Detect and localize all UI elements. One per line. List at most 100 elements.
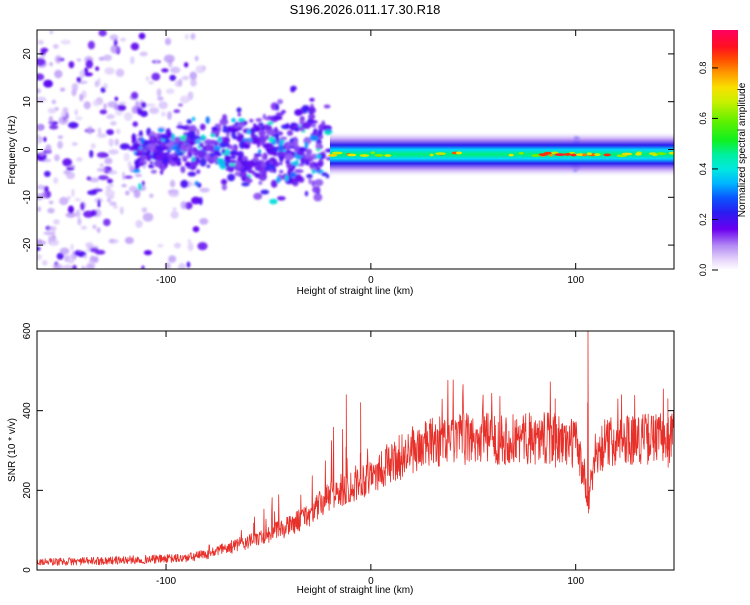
snr-x-tick-label: 100 (567, 576, 584, 587)
heatmap-cell (71, 83, 79, 92)
heatmap-cell (197, 182, 202, 188)
heatmap-cell (200, 135, 206, 140)
heatmap-cell (171, 155, 179, 163)
heatmap-cell (109, 34, 119, 41)
heatmap-cell (56, 252, 64, 260)
heatmap-cells (37, 30, 581, 269)
heatmap-cell (37, 57, 46, 66)
heatmap-cell (196, 169, 201, 175)
heatmap-cell (54, 69, 63, 79)
heatmap-cell (190, 33, 196, 40)
heatmap-cell (222, 114, 228, 121)
heatmap-cell (221, 148, 226, 154)
carrier-hotspot (331, 151, 343, 155)
heatmap-cell (236, 131, 241, 136)
heatmap-cell (86, 176, 92, 181)
heatmap-cell (133, 189, 141, 199)
heatmap-cell (156, 88, 162, 97)
heatmap-cell (279, 162, 283, 166)
carrier-band-hotspots (328, 151, 674, 158)
heatmap-cell (249, 118, 254, 123)
snr-y-tick-label: 0 (22, 567, 33, 573)
heatmap-cell (135, 219, 143, 228)
heatmap-cell (37, 246, 41, 251)
heatmap-cell (207, 156, 216, 162)
heatmap-cell (122, 171, 126, 181)
heatmap-cell (123, 152, 130, 162)
heatmap-cell (189, 162, 199, 167)
snr-x-tick-label: -100 (156, 576, 176, 587)
heatmap-cell (145, 146, 149, 152)
heatmap-cell (268, 136, 275, 143)
carrier-hotspot (508, 153, 514, 157)
heatmap-cell (97, 127, 102, 135)
heatmap-cell (279, 139, 284, 146)
heatmap-cell (77, 217, 82, 226)
heatmap-cell (160, 163, 166, 172)
heatmap-cell (308, 106, 315, 115)
heatmap-cell (95, 66, 100, 71)
heatmap-cell (43, 79, 53, 88)
heatmap-cell (97, 198, 101, 208)
heatmap-cell (267, 121, 274, 125)
heatmap-cell (206, 164, 211, 168)
heatmap-cell (279, 169, 284, 174)
heatmap-cell (106, 198, 112, 203)
heatmap-cell (151, 72, 161, 81)
heatmap-cell (54, 154, 60, 162)
heatmap-cell (293, 136, 298, 140)
heatmap-cell (134, 173, 143, 177)
heatmap-cell (71, 264, 77, 269)
heatmap-cell (195, 65, 206, 74)
heatmap-cell (210, 145, 215, 153)
heatmap-cell (229, 150, 239, 157)
heatmap-cell (99, 109, 108, 115)
heatmap-cell (251, 137, 260, 145)
colorbar-tick-label: 0.2 (698, 213, 708, 226)
heatmap-cell (290, 85, 297, 91)
heatmap-cell (191, 116, 196, 121)
heatmap-cell (83, 254, 88, 259)
heatmap-cell (179, 95, 190, 104)
heatmap-cell (270, 179, 278, 188)
carrier-hotspot (668, 151, 674, 155)
heatmap-cell (169, 179, 176, 188)
heatmap-cell (138, 161, 145, 167)
heatmap-cell (170, 210, 179, 219)
snr-x-axis-label: Height of straight line (km) (297, 585, 414, 596)
colorbar-tick-label: 0.0 (698, 264, 708, 277)
heatmap-cell (309, 135, 319, 141)
heatmap-cell (79, 93, 84, 102)
spectrogram-x-tick-label: 0 (368, 275, 374, 286)
heatmap-cell (76, 157, 83, 162)
heatmap-cell (68, 61, 75, 69)
colorbar-label: Normalized spectral amplitude (737, 82, 748, 217)
heatmap-cell (157, 127, 165, 133)
heatmap-cell (304, 154, 312, 159)
heatmap-cell (75, 116, 83, 121)
heatmap-cell (41, 191, 47, 199)
heatmap-cell (125, 190, 130, 196)
carrier-hotspot (603, 153, 611, 157)
heatmap-cell (168, 255, 177, 263)
heatmap-cell (312, 120, 318, 124)
heatmap-cell (89, 177, 100, 183)
heatmap-cell (236, 123, 246, 128)
carrier-hotspot (635, 152, 642, 156)
heatmap-cell (65, 212, 76, 218)
heatmap-cell (110, 121, 117, 126)
heatmap-cell (176, 125, 185, 129)
heatmap-cell (58, 116, 69, 125)
heatmap-cell (154, 160, 162, 168)
heatmap-cell (318, 129, 323, 136)
heatmap-cell (285, 123, 290, 128)
carrier-hotspot (570, 153, 577, 157)
heatmap-cell (104, 157, 113, 165)
heatmap-cell (189, 71, 198, 81)
snr-y-axis-label: SNR (10 * v/v) (7, 418, 18, 482)
heatmap-cell (37, 184, 46, 190)
heatmap-cell (127, 161, 132, 169)
heatmap-cell (57, 140, 63, 149)
heatmap-cell (67, 254, 75, 264)
